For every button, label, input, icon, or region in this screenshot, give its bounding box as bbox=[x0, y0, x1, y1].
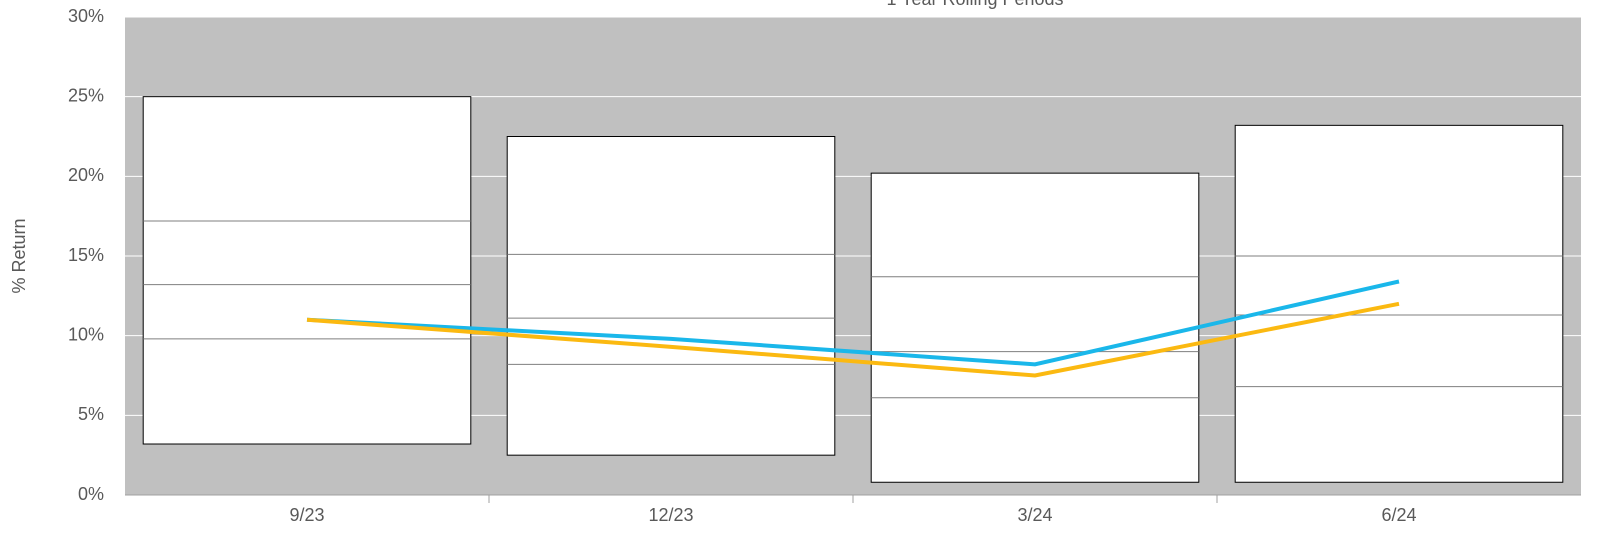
y-tick-label: 0% bbox=[78, 484, 104, 504]
line-series bbox=[306, 301, 1400, 378]
y-tick-label: 30% bbox=[68, 6, 104, 26]
chart-title: 1 Year Rolling Periods bbox=[886, 0, 1063, 9]
y-tick-label: 10% bbox=[68, 324, 104, 344]
range-box bbox=[870, 172, 1200, 483]
y-tick-label: 15% bbox=[68, 245, 104, 265]
x-tick-label: 3/24 bbox=[1017, 505, 1052, 525]
y-tick-label: 25% bbox=[68, 85, 104, 105]
y-axis-label: % Return bbox=[9, 218, 29, 293]
x-tick-label: 9/23 bbox=[289, 505, 324, 525]
x-tick-label: 12/23 bbox=[648, 505, 693, 525]
range-box bbox=[506, 136, 836, 456]
y-tick-label: 20% bbox=[68, 165, 104, 185]
line-series bbox=[306, 279, 1400, 367]
x-tick-label: 6/24 bbox=[1381, 505, 1416, 525]
range-box bbox=[142, 96, 472, 445]
y-tick-label: 5% bbox=[78, 404, 104, 424]
